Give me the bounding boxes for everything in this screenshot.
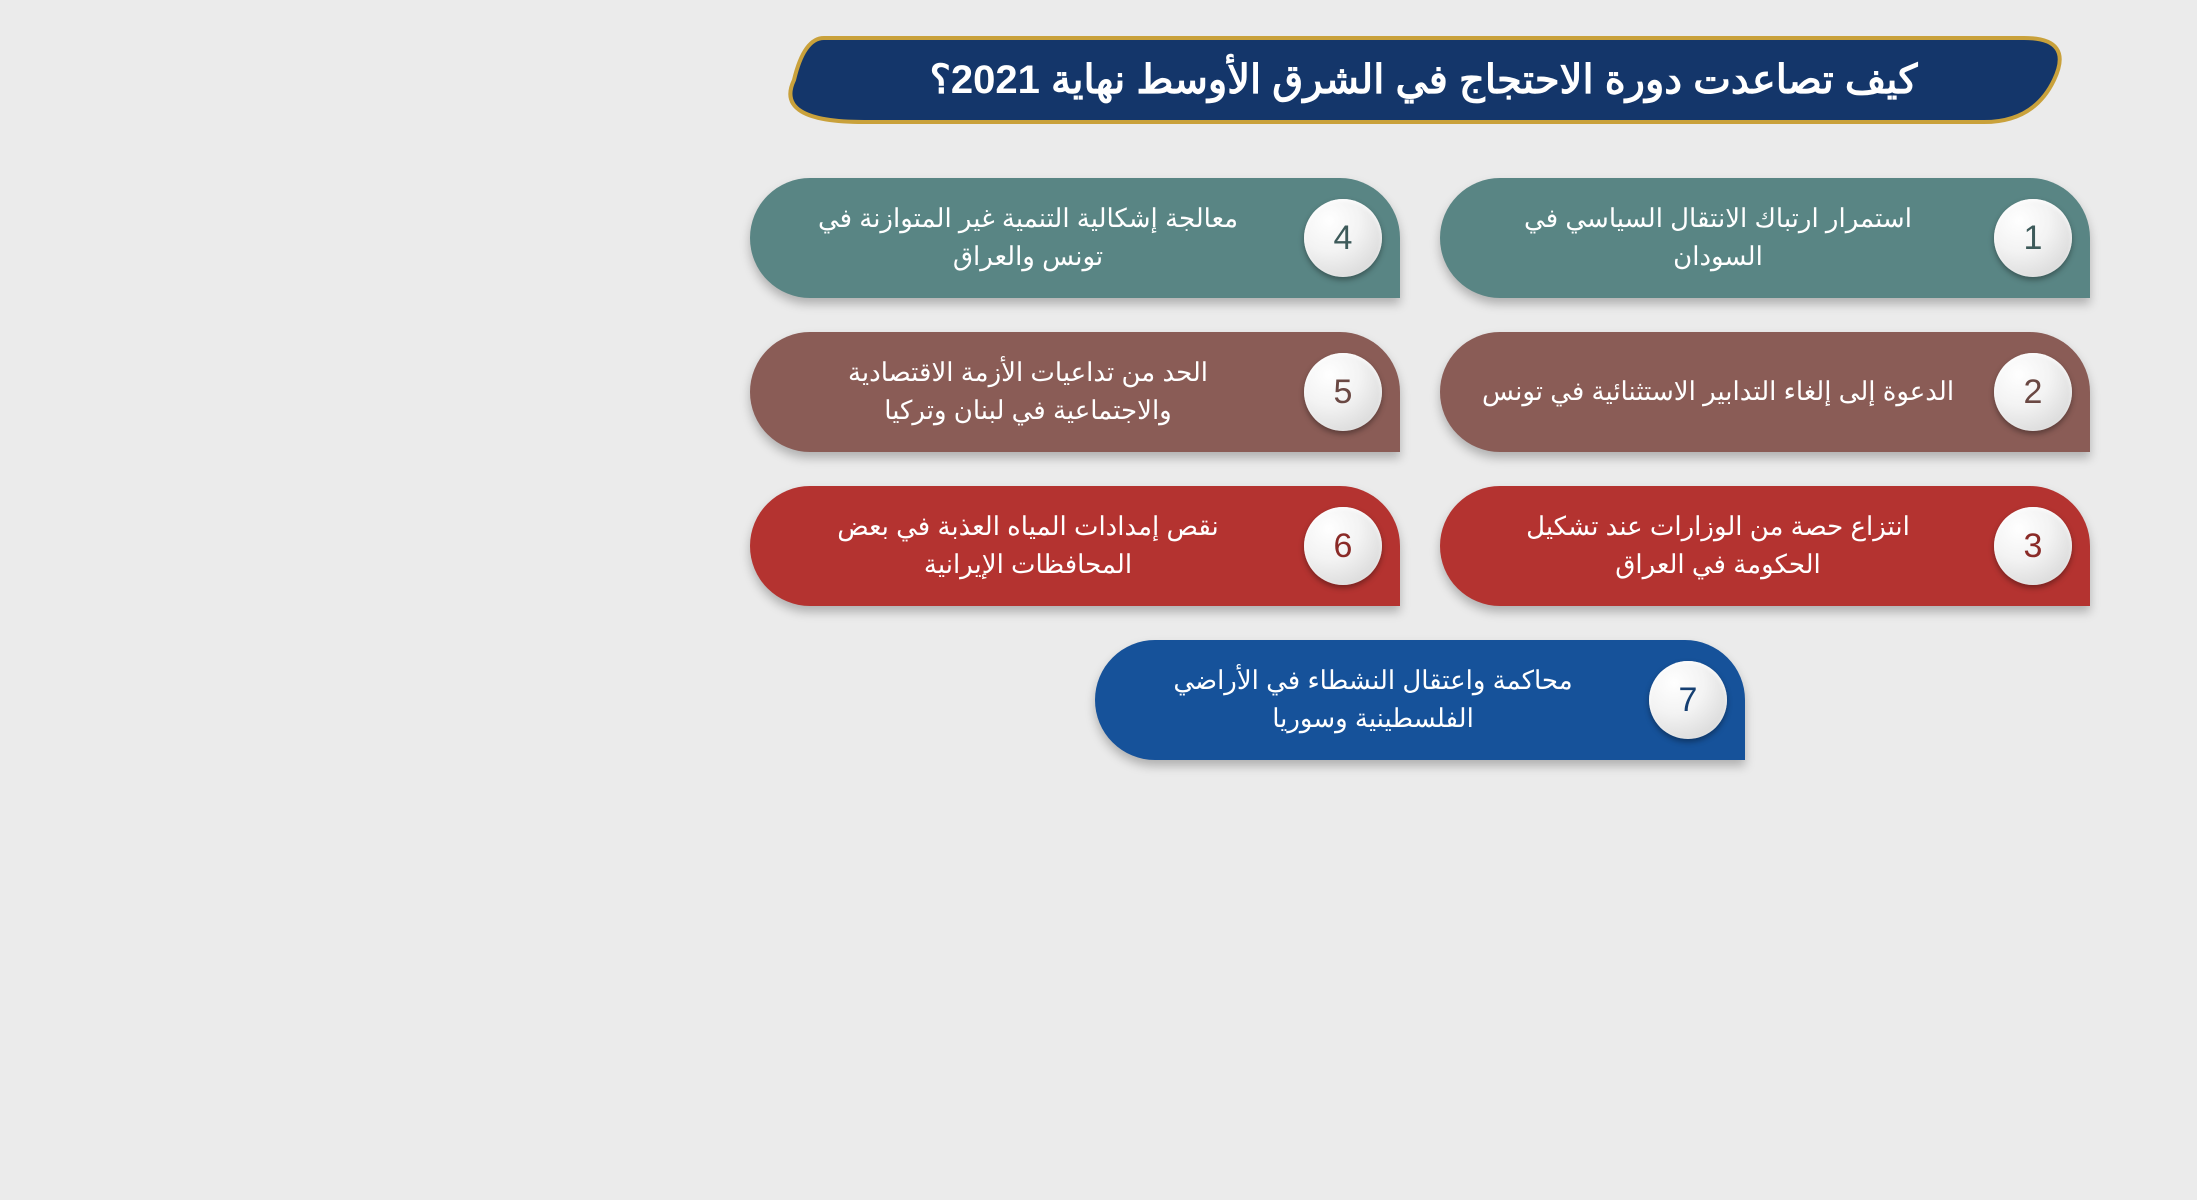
item-text: الحد من تداعيات الأزمة الاقتصادية والاجت… <box>750 354 1296 429</box>
item-number-badge: 2 <box>1994 353 2072 431</box>
list-item: 7محاكمة واعتقال النشطاء في الأراضي الفلس… <box>1095 640 1745 760</box>
list-item: 4معالجة إشكالية التنمية غير المتوازنة في… <box>750 178 1400 298</box>
list-item: 5الحد من تداعيات الأزمة الاقتصادية والاج… <box>750 332 1400 452</box>
page-title: كيف تصاعدت دورة الاحتجاج في الشرق الأوسط… <box>930 57 1918 103</box>
item-number-badge: 5 <box>1304 353 1382 431</box>
item-number-badge: 3 <box>1994 507 2072 585</box>
list-item: 6نقص إمدادات المياه العذبة في بعض المحاف… <box>750 486 1400 606</box>
item-number-badge: 4 <box>1304 199 1382 277</box>
item-text: انتزاع حصة من الوزارات عند تشكيل الحكومة… <box>1440 508 1986 583</box>
list-item: 1استمرار ارتباك الانتقال السياسي في السو… <box>1440 178 2090 298</box>
item-number-badge: 6 <box>1304 507 1382 585</box>
item-number-badge: 7 <box>1649 661 1727 739</box>
title-banner: كيف تصاعدت دورة الاحتجاج في الشرق الأوسط… <box>764 30 2084 130</box>
item-text: محاكمة واعتقال النشطاء في الأراضي الفلسط… <box>1095 662 1641 737</box>
item-text: الدعوة إلى إلغاء التدابير الاستثنائية في… <box>1440 373 1986 411</box>
list-item: 3انتزاع حصة من الوزارات عند تشكيل الحكوم… <box>1440 486 2090 606</box>
list-item: 2الدعوة إلى إلغاء التدابير الاستثنائية ف… <box>1440 332 2090 452</box>
item-text: نقص إمدادات المياه العذبة في بعض المحافظ… <box>750 508 1296 583</box>
item-text: معالجة إشكالية التنمية غير المتوازنة في … <box>750 200 1296 275</box>
item-text: استمرار ارتباك الانتقال السياسي في السود… <box>1440 200 1986 275</box>
item-number-badge: 1 <box>1994 199 2072 277</box>
